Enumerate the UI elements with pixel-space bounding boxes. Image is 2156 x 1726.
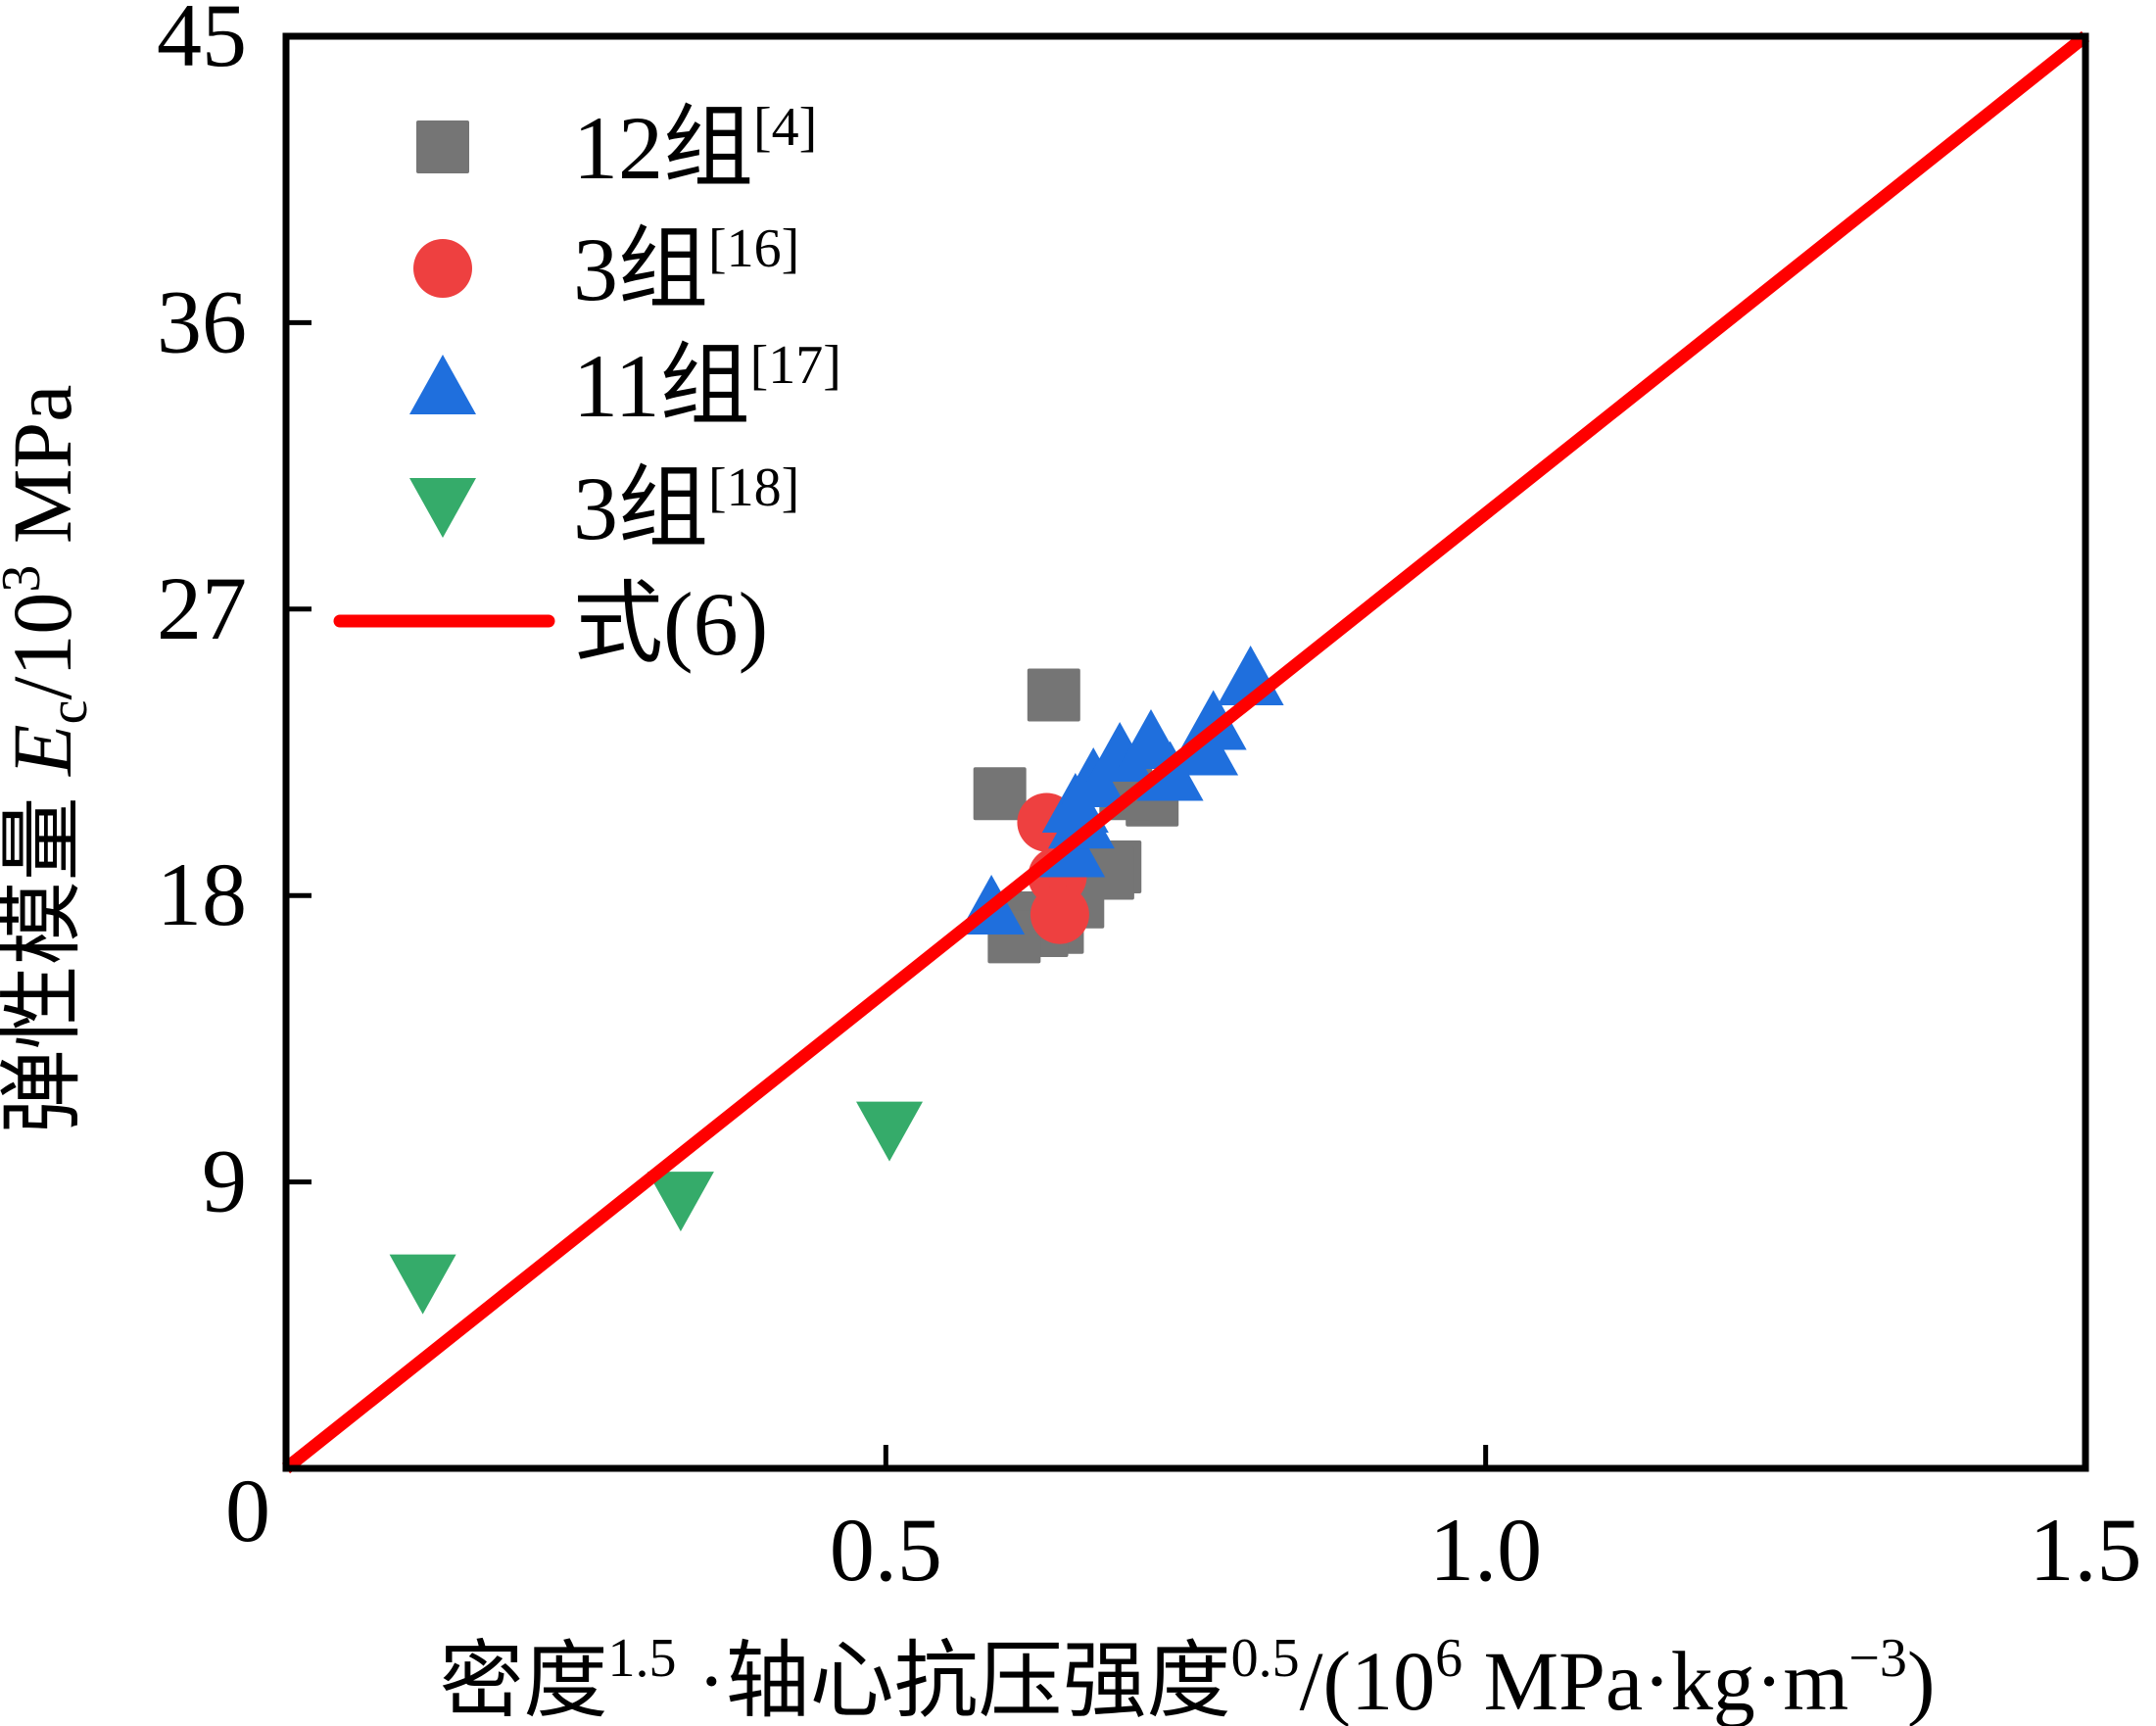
y-tick-label: 36 [157, 271, 247, 371]
legend-item: 3组[16] [413, 218, 799, 319]
y-tick-label: 18 [157, 844, 247, 944]
x-axis-title-sup: 1.5 [607, 1628, 676, 1689]
y-tick-label: 45 [157, 0, 247, 85]
data-point-square [1027, 668, 1080, 722]
legend-item: 11组[17] [409, 335, 841, 436]
data-point-triangle-down [856, 1101, 924, 1162]
legend-label: 12组[4] [573, 97, 817, 198]
x-axis-title-sup: 6 [1435, 1628, 1462, 1689]
legend-item-line: 式(6) [333, 574, 768, 674]
y-axis-title-unit-prefix: /10 [0, 593, 89, 700]
legend-label: 式(6) [573, 574, 768, 674]
x-tick-label: 1.0 [1429, 1500, 1542, 1600]
x-axis-title-part: ·轴心抗压强度 [676, 1634, 1230, 1726]
data-point-triangle-down [389, 1254, 456, 1315]
y-tick-label: 27 [157, 558, 247, 658]
tick-labels: 0 0.5 1.0 1.5 9 18 27 36 45 [157, 0, 2142, 1600]
legend-marker-triangle-up [409, 355, 476, 414]
fit-lines [281, 30, 2090, 1474]
y-axis-title-subscript: c [38, 699, 99, 724]
legend-item: 12组[4] [416, 97, 817, 198]
x-axis-title-sup: −3 [1848, 1628, 1907, 1689]
data-point-triangle-up [1179, 690, 1247, 750]
legend-marker-square [416, 120, 469, 173]
y-axis-title-unit: MPa [0, 385, 89, 565]
x-axis-title-part: MPa·kg·m [1462, 1634, 1848, 1726]
legend-marker-triangle-down [409, 478, 476, 538]
data-point-triangle-down [647, 1172, 714, 1232]
y-axis-title-unit-sup: 3 [0, 565, 52, 593]
x-axis-title-part: /(10 [1300, 1634, 1436, 1726]
y-axis-title-symbol: E [0, 724, 89, 778]
x-axis-title-part: 密度 [439, 1634, 607, 1726]
legend-label: 11组[17] [573, 335, 841, 436]
legend: 12组[4] 3组[16] 11组[17] 3组[18] 式(6) [333, 97, 841, 674]
x-tick-label: 0.5 [830, 1500, 942, 1600]
x-tick-label: 0 [225, 1461, 270, 1560]
axis-ticks [286, 319, 1489, 1468]
legend-label: 3组[18] [573, 457, 799, 558]
legend-label: 3组[16] [573, 218, 799, 319]
x-tick-label: 1.5 [2030, 1500, 2142, 1600]
legend-item: 3组[18] [409, 457, 799, 558]
plot-marks [389, 646, 1284, 1315]
y-axis-title: 弹性模量 Ec/103 MPa [0, 385, 99, 1134]
y-axis-title-prefix: 弹性模量 [0, 776, 89, 1134]
x-axis-title: 密度1.5 ·轴心抗压强度0.5/(106 MPa·kg·m−3) [439, 1628, 1935, 1726]
x-axis-title-sup: 0.5 [1231, 1628, 1300, 1689]
plot-frame [282, 32, 2089, 1472]
data-point-triangle-up [1047, 789, 1115, 849]
data-point-circle [1030, 885, 1089, 944]
fit-line [281, 30, 2090, 1474]
legend-marker-circle [413, 239, 472, 298]
series-4-triangle-down [389, 1101, 924, 1315]
data-point-square [973, 767, 1027, 821]
x-axis-title-part: ) [1907, 1634, 1936, 1726]
y-tick-label: 9 [202, 1131, 247, 1231]
